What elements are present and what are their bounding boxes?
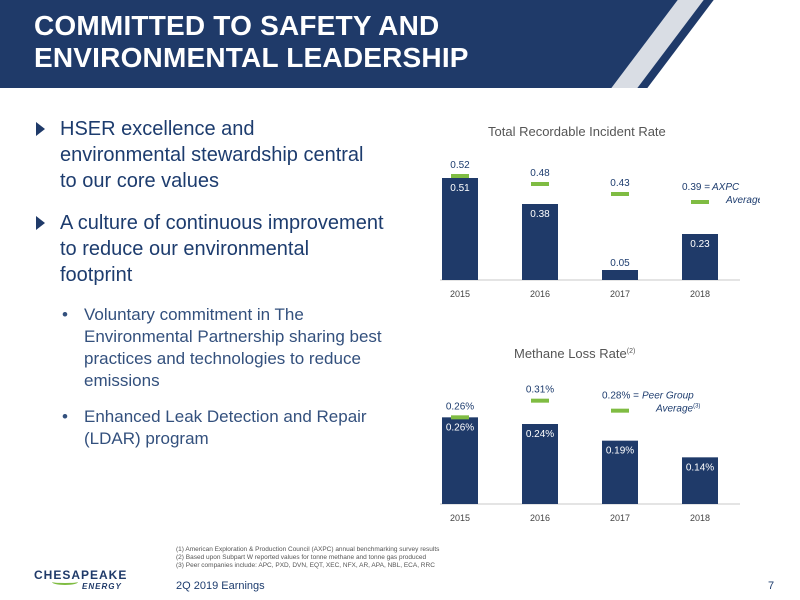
logo-text: CHESAPEAKE (34, 568, 128, 582)
footnotes: (1) American Exploration & Production Co… (176, 546, 596, 570)
data-label-2016: 0.38 (530, 209, 550, 220)
data-label-2017: 0.19% (606, 446, 634, 457)
tick-label-2016: 2016 (530, 289, 550, 299)
bar-2015 (442, 417, 478, 504)
data-label-2015: 0.51 (450, 183, 470, 194)
bullet-main-1-text: HSER excellence and environmental stewar… (60, 118, 364, 192)
data-label-2016: 0.24% (526, 429, 554, 440)
benchmark-marker-2016 (531, 182, 549, 186)
footnote-3: (3) Peer companies include: APC, PXD, DV… (176, 562, 435, 569)
footnote-1: (1) American Exploration & Production Co… (176, 546, 440, 553)
benchmark-marker-2017 (611, 192, 629, 196)
bullet-sub-2: • Enhanced Leak Detection and Repair (LD… (34, 406, 384, 450)
bar-2017 (602, 440, 638, 504)
tick-label-2017: 2017 (610, 513, 630, 523)
benchmark-marker-2018 (691, 200, 709, 204)
data-label-2018: 0.14% (686, 462, 714, 473)
benchmark-label-2016: 0.48 (530, 168, 550, 179)
arrow-bullet-icon (36, 216, 45, 230)
tick-label-2016: 2016 (530, 513, 550, 523)
bullet-sub-1: • Voluntary commitment in The Environmen… (34, 304, 384, 392)
tick-label-2017: 2017 (610, 289, 630, 299)
tick-label-2018: 2018 (690, 289, 710, 299)
bar-2016 (522, 424, 558, 504)
bar-2018 (682, 457, 718, 504)
chart-title: Methane Loss Rate(2) (514, 346, 635, 361)
company-logo: CHESAPEAKE ENERGY (34, 568, 128, 596)
dot-bullet-icon: • (62, 407, 68, 426)
data-label-2017: 0.05 (610, 258, 630, 269)
benchmark-marker-2015 (451, 174, 469, 178)
page-title: COMMITTED TO SAFETY AND ENVIRONMENTAL LE… (34, 10, 469, 73)
bullet-main-2-text: A culture of continuous improvement to r… (60, 212, 384, 286)
footer-label: 2Q 2019 Earnings (176, 580, 265, 592)
trir-chart: Total Recordable Incident Rate 0.51 2015 0.… (440, 124, 760, 299)
data-label-2015: 0.26% (446, 422, 474, 433)
bar-2015 (442, 178, 478, 280)
header-banner: COMMITTED TO SAFETY AND ENVIRONMENTAL LE… (0, 0, 800, 88)
footnote-2: (2) Based upon Subpart W reported values… (176, 554, 427, 561)
data-label-2018: 0.23 (690, 239, 710, 250)
arrow-bullet-icon (36, 122, 45, 136)
benchmark-legend-label2: Average(1) (725, 195, 760, 206)
tick-label-2015: 2015 (450, 289, 470, 299)
logo-sub: ENERGY (82, 582, 122, 591)
benchmark-label-2015: 0.26% (446, 401, 474, 412)
bullet-main-1: HSER excellence and environmental stewar… (34, 116, 384, 194)
benchmark-legend-sup: (3) (693, 404, 700, 410)
tick-label-2018: 2018 (690, 513, 710, 523)
dot-bullet-icon: • (62, 305, 68, 324)
benchmark-legend-label2: Average(3) (655, 404, 700, 415)
methane-chart: Methane Loss Rate(2) 0.26% 2015 0.26% 0.24% 2… (440, 346, 740, 523)
bullet-list: HSER excellence and environmental stewar… (34, 116, 384, 464)
bullet-main-2: A culture of continuous improvement to r… (34, 210, 384, 288)
benchmark-marker-2015 (451, 415, 469, 420)
bar-2018 (682, 234, 718, 280)
benchmark-label-2015: 0.52 (450, 160, 470, 171)
tick-label-2015: 2015 (450, 513, 470, 523)
benchmark-marker-2016 (531, 398, 549, 403)
benchmark-label-2016: 0.31% (526, 385, 554, 396)
logo-swoosh (52, 579, 78, 585)
benchmark-legend-value: 0.28% = (602, 391, 639, 402)
page-number: 7 (768, 580, 775, 592)
bar-2016 (522, 204, 558, 280)
benchmark-marker-2017 (611, 408, 629, 413)
chart-title-sup: (2) (627, 348, 636, 355)
benchmark-label-2017: 0.43 (610, 178, 630, 189)
bullet-sub-2-text: Enhanced Leak Detection and Repair (LDAR… (84, 407, 367, 448)
chart-title: Total Recordable Incident Rate (488, 124, 666, 139)
benchmark-legend-label: Peer Group (642, 391, 694, 402)
bullet-sub-1-text: Voluntary commitment in The Environmenta… (84, 305, 382, 390)
bar-2017 (602, 270, 638, 280)
benchmark-legend-value: 0.39 = (682, 182, 710, 193)
benchmark-legend-label: AXPC (711, 182, 740, 193)
